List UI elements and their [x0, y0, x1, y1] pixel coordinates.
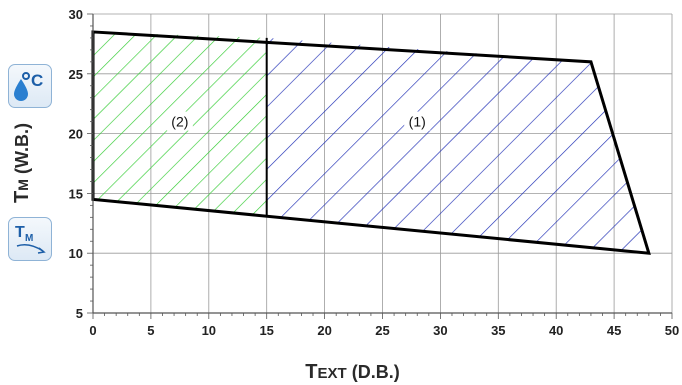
x-tick-label: 35	[491, 323, 505, 338]
y-tick-label: 10	[69, 246, 83, 261]
x-tick-label: 15	[259, 323, 273, 338]
labels: (1) (2) TEXT (D.B.) TM (W.B.)	[11, 111, 431, 383]
x-tick-label: 5	[147, 323, 154, 338]
x-tick-label: 10	[202, 323, 216, 338]
region-label-1: (1)	[409, 114, 426, 130]
y-tick-label: 20	[69, 127, 83, 142]
x-tick-label: 45	[607, 323, 621, 338]
svg-text:M: M	[25, 233, 33, 244]
thermometer-celsius-icon: C	[8, 64, 52, 108]
svg-text:T: T	[15, 224, 25, 241]
region-label-bg	[166, 111, 193, 131]
x-tick-label: 40	[549, 323, 563, 338]
x-tick-label: 20	[317, 323, 331, 338]
x-tick-label: 25	[375, 323, 389, 338]
x-axis-title: TEXT (D.B.)	[305, 361, 399, 383]
regions	[93, 31, 649, 254]
svg-text:C: C	[31, 71, 43, 90]
region-label-bg	[404, 111, 431, 131]
y-tick-label: 25	[69, 67, 83, 82]
y-tick-label: 30	[69, 7, 83, 22]
x-tick-label: 0	[89, 323, 96, 338]
x-tick-label: 50	[665, 323, 679, 338]
x-tick-label: 30	[433, 323, 447, 338]
region-1	[266, 37, 649, 254]
region-label-2: (2)	[171, 114, 188, 130]
wet-bulb-temperature-icon: T M	[8, 217, 52, 261]
y-axis-title: TM (W.B.)	[11, 123, 33, 203]
y-tick-label: 15	[69, 186, 83, 201]
y-tick-label: 5	[76, 306, 83, 321]
